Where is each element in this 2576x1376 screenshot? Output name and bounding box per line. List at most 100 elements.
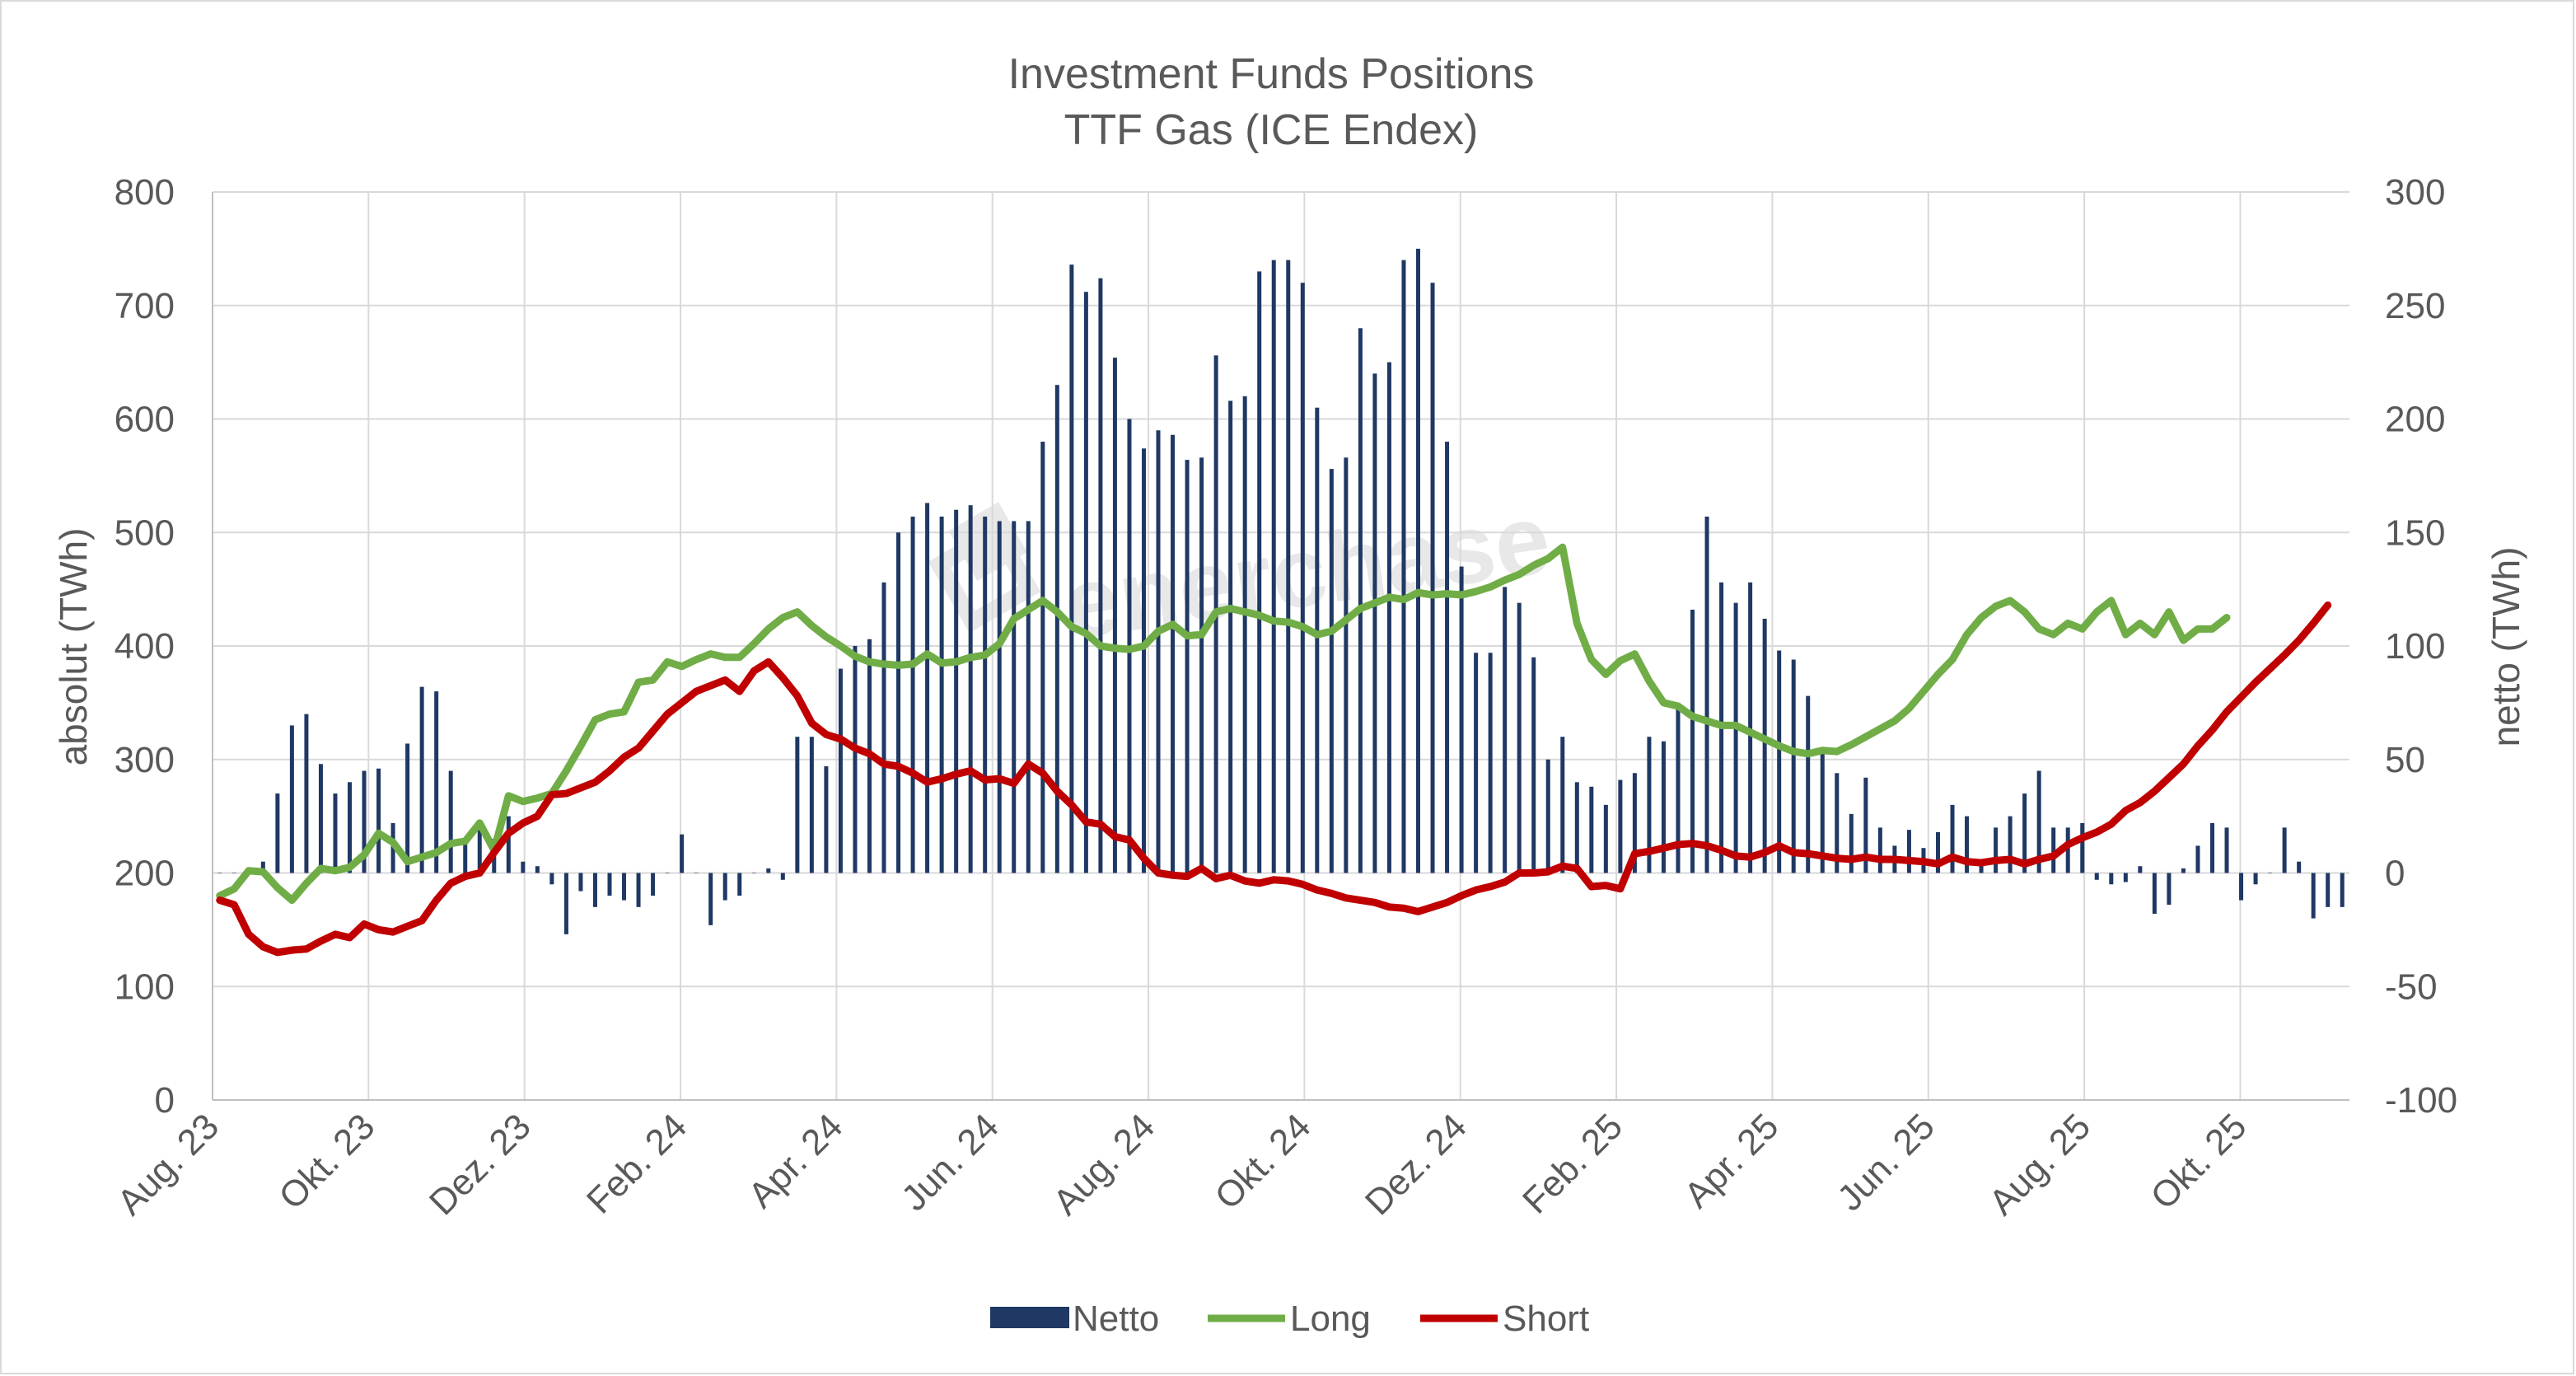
netto-bar [2036,770,2041,873]
netto-bar [983,516,988,873]
netto-bar [333,793,338,873]
netto-bar [1877,827,1882,873]
netto-bar [1098,278,1103,873]
y-axis-left-label: absolut (TWh) [52,528,95,766]
x-tick-label: Dez. 24 [1358,1106,1475,1223]
netto-bar [651,873,656,896]
netto-bar [2167,873,2172,906]
netto-bar [434,691,439,873]
netto-bar [1329,469,1334,873]
netto-bar [1459,566,1464,873]
netto-bar [289,725,294,873]
y-left-tick-label: 800 [115,172,175,213]
y-right-tick-label: 0 [2385,854,2405,894]
netto-bar [1517,602,1522,873]
netto-bar [939,516,944,873]
netto-bar [1661,741,1666,873]
x-tick-label: Okt. 25 [2144,1106,2255,1217]
netto-bar [1690,609,1695,873]
netto-bar [1777,650,1782,873]
netto-bar [1603,804,1608,873]
netto-bar [737,873,742,896]
netto-bar [592,873,597,907]
netto-bar [1676,702,1681,873]
netto-bar [217,873,222,874]
netto-bar [809,737,814,873]
x-tick-label: Jun. 24 [894,1106,1007,1219]
netto-bar [2051,827,2056,873]
netto-bar [1950,804,1955,873]
netto-bar [535,866,540,873]
netto-bar [2138,866,2143,873]
legend-netto-swatch [990,1307,1069,1328]
netto-bar [636,873,641,907]
netto-bar [419,686,424,873]
netto-bar [1156,430,1161,873]
netto-bar [1185,460,1190,873]
netto-bar [1531,657,1536,873]
netto-bar [2123,873,2128,882]
netto-bar [521,861,526,873]
y-right-tick-label: -50 [2385,966,2438,1007]
netto-bar [2282,827,2287,873]
netto-bar [1849,813,1854,873]
netto-bar [549,873,554,885]
netto-bar [1083,292,1088,873]
x-tick-label: Okt. 24 [1208,1106,1319,1217]
netto-bar [448,770,453,873]
y-left-tick-label: 200 [115,854,175,894]
netto-bar [1748,582,1753,873]
netto-bar [1733,602,1738,873]
y-left-tick-label: 0 [155,1080,175,1121]
netto-bar [1806,695,1811,873]
netto-bar [1906,830,1911,873]
netto-bar [2311,873,2316,919]
netto-bar [260,861,265,873]
netto-bar [694,873,699,874]
netto-bar [1372,373,1377,873]
netto-bar [2340,873,2345,907]
grid-lines [212,191,2349,1101]
legend-long-label: Long [1290,1299,1371,1339]
netto-bar [2080,822,2085,873]
x-tick-label: Jun. 25 [1830,1106,1943,1219]
netto-bar [1488,653,1493,873]
y-right-tick-label: 50 [2385,740,2425,780]
netto-bar [910,516,915,873]
netto-bar [722,873,727,901]
netto-bar [1286,260,1291,873]
x-tick-label: Apr. 25 [1676,1106,1786,1215]
netto-bar [1835,773,1840,873]
netto-bar [1054,385,1059,873]
legend-short-label: Short [1503,1299,1589,1339]
netto-bar [1994,827,1999,873]
netto-bar [1545,759,1550,873]
netto-bar [304,714,309,873]
netto-bar [2152,873,2157,915]
x-tick-label: Apr. 24 [741,1106,850,1215]
x-tick-label: Dez. 23 [422,1106,539,1223]
netto-bar [2268,873,2272,874]
netto-bar [348,782,353,873]
netto-bar [2022,793,2027,873]
long-line [216,543,2231,905]
netto-bar [838,668,843,873]
netto-bar [824,766,829,873]
netto-bar [1762,618,1767,873]
netto-bar [1965,816,1970,873]
netto-bar [1271,260,1276,873]
netto-bar [622,873,627,901]
y-right-tick-label: 200 [2385,400,2445,440]
netto-bar [968,505,973,873]
netto-bar [1069,264,1074,873]
netto-bar [1704,516,1709,873]
netto-bar [1401,260,1406,873]
netto-bar [578,873,583,892]
netto-bar [362,770,367,873]
series-lines [216,543,2332,957]
netto-bar [1416,248,1421,873]
netto-bar [708,873,713,925]
netto-bar [2224,827,2229,873]
y-right-tick-label: 300 [2385,172,2445,213]
